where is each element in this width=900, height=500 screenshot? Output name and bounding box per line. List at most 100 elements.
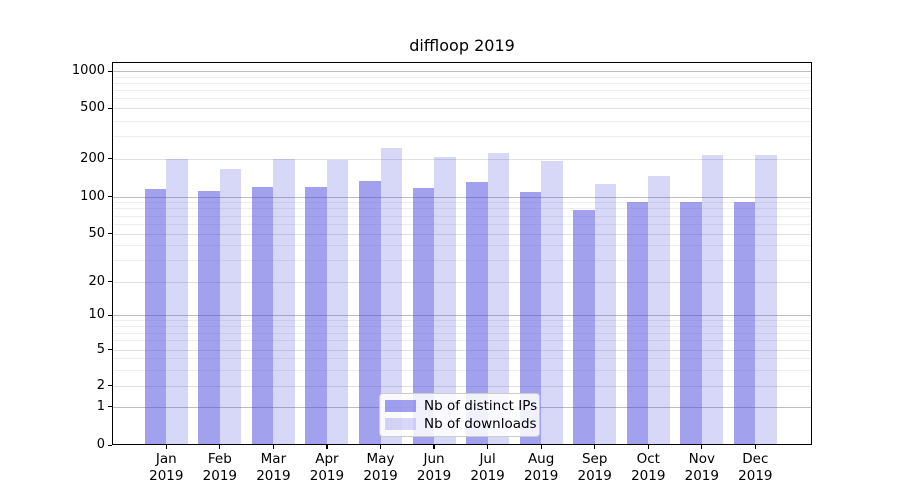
y-tick-mark <box>108 107 112 109</box>
y-minor-gridline <box>112 76 812 78</box>
bar <box>733 201 756 445</box>
y-tick-mark <box>108 196 112 198</box>
x-tick-label: Oct 2019 <box>631 451 666 484</box>
bar <box>626 202 649 445</box>
y-tick-label: 0 <box>96 437 105 452</box>
x-tick-year: 2019 <box>202 468 238 484</box>
x-tick-label: May 2019 <box>363 451 398 484</box>
y-gridline <box>112 108 812 110</box>
x-tick-year: 2019 <box>738 468 773 484</box>
y-minor-gridline <box>112 358 812 360</box>
x-tick-year: 2019 <box>470 468 505 484</box>
y-minor-gridline <box>112 136 812 138</box>
x-tick-mark <box>379 445 382 449</box>
y-tick-label: 500 <box>80 100 105 116</box>
bar <box>466 182 488 445</box>
y-tick-label: 20 <box>88 273 105 289</box>
bar <box>701 154 724 445</box>
bar <box>166 158 188 445</box>
y-gridline <box>112 196 812 198</box>
bar <box>305 187 327 445</box>
bar <box>519 192 542 445</box>
y-tick-mark <box>108 349 112 351</box>
legend-label: Nb of downloads <box>424 416 537 432</box>
bar <box>487 152 510 445</box>
y-tick-mark <box>108 406 112 408</box>
y-tick-label: 1000 <box>71 63 105 78</box>
x-tick-year: 2019 <box>631 468 666 484</box>
bar <box>412 188 435 445</box>
x-tick-mark <box>487 445 489 449</box>
x-tick-label: Feb 2019 <box>202 451 238 484</box>
bar <box>144 188 167 445</box>
y-minor-gridline <box>112 202 812 204</box>
y-minor-gridline <box>112 215 812 217</box>
bar <box>219 169 242 445</box>
bar <box>434 156 456 445</box>
x-tick-year: 2019 <box>684 468 719 484</box>
bar <box>198 191 220 445</box>
chart-title: diffloop 2019 <box>409 36 515 55</box>
x-tick-mark <box>754 445 756 449</box>
y-minor-gridline <box>112 326 812 328</box>
x-tick-label: Apr 2019 <box>309 451 345 484</box>
x-tick-mark <box>647 445 649 449</box>
x-tick-label: Jul 2019 <box>470 451 505 484</box>
x-tick-mark <box>433 445 435 449</box>
y-gridline <box>112 233 812 235</box>
y-gridline <box>112 71 812 72</box>
y-minor-gridline <box>112 260 812 262</box>
y-minor-gridline <box>112 332 812 334</box>
x-tick-year: 2019 <box>309 468 345 484</box>
x-tick-label: Aug 2019 <box>523 451 559 484</box>
legend-item-distinct-ips: Nb of distinct IPs <box>385 398 537 414</box>
y-minor-gridline <box>112 98 812 100</box>
x-tick-mark <box>594 445 596 449</box>
bar <box>541 161 563 445</box>
y-tick-label: 100 <box>80 188 105 204</box>
y-gridline <box>112 385 812 387</box>
bar <box>648 175 670 445</box>
legend: Nb of distinct IPs Nb of downloads <box>379 393 540 437</box>
legend-item-downloads: Nb of downloads <box>385 416 537 432</box>
legend-swatch-downloads <box>385 418 416 430</box>
bar <box>594 183 617 445</box>
y-tick-label: 2 <box>96 377 105 393</box>
y-tick-mark <box>108 70 112 72</box>
y-minor-gridline <box>112 223 812 225</box>
bar <box>573 209 595 445</box>
x-tick-label: Dec 2019 <box>738 451 773 484</box>
x-tick-label: Nov 2019 <box>684 451 719 484</box>
y-minor-gridline <box>112 120 812 122</box>
x-tick-year: 2019 <box>523 468 559 484</box>
bar <box>326 159 349 445</box>
y-tick-label: 5 <box>96 341 105 357</box>
x-tick-label: Jun 2019 <box>416 451 452 484</box>
bar <box>380 147 402 445</box>
y-gridline <box>112 158 812 160</box>
x-tick-mark <box>540 445 542 449</box>
y-gridline <box>112 281 812 283</box>
y-tick-mark <box>108 281 112 283</box>
y-tick-label: 1 <box>96 398 105 414</box>
x-tick-mark <box>326 445 328 449</box>
y-tick-label: 200 <box>80 150 105 166</box>
y-tick-label: 10 <box>88 307 105 322</box>
x-tick-mark <box>272 445 274 449</box>
x-tick-mark <box>165 445 167 449</box>
legend-label: Nb of distinct IPs <box>424 398 538 414</box>
y-minor-gridline <box>112 90 812 92</box>
y-tick-label: 50 <box>88 225 105 241</box>
x-tick-label: Jan 2019 <box>149 451 184 484</box>
x-tick-label: Sep 2019 <box>577 451 612 484</box>
bar <box>755 154 777 445</box>
y-tick-mark <box>108 233 112 235</box>
legend-swatch-distinct-ips <box>385 400 416 412</box>
y-minor-gridline <box>112 83 812 84</box>
x-tick-mark <box>701 445 703 449</box>
bar <box>251 186 274 445</box>
x-tick-label: Mar 2019 <box>256 451 291 484</box>
y-tick-mark <box>108 314 112 316</box>
y-gridline <box>112 315 812 316</box>
